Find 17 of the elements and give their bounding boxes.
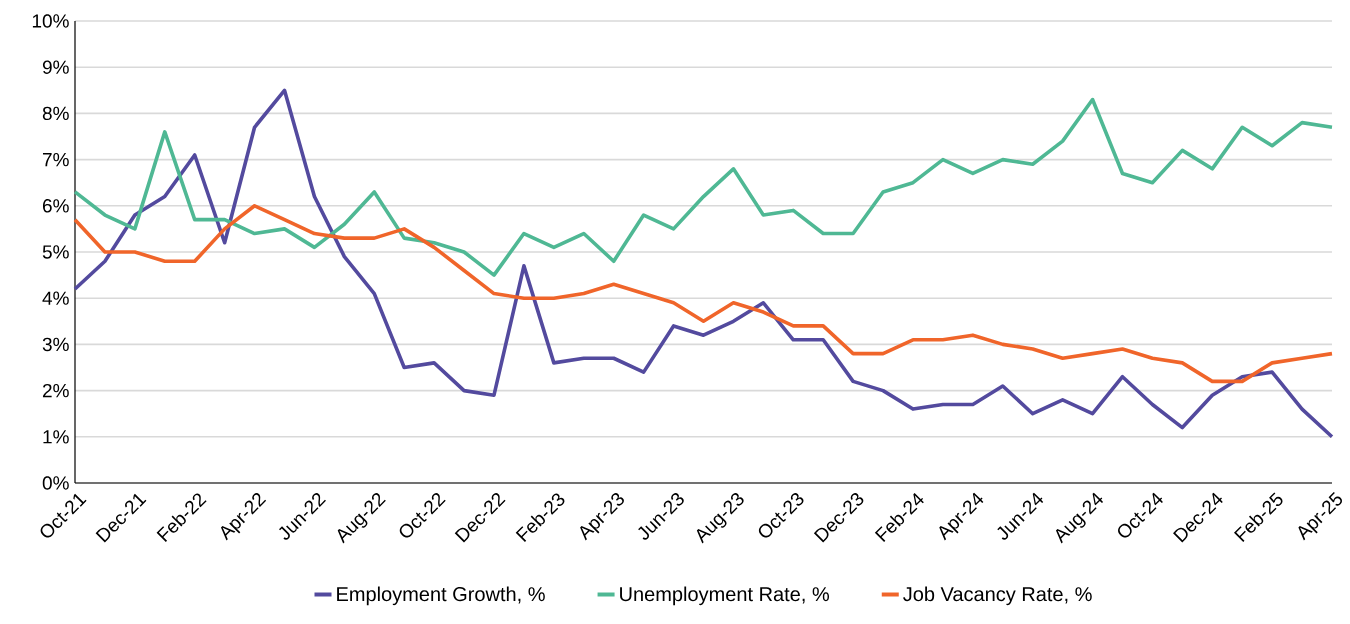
legend-label: Employment Growth, % [337,586,545,606]
legend-label: Unemployment Rate, % [620,586,830,606]
y-tick-label: 10% [32,14,69,28]
y-tick-label: 4% [42,291,69,305]
legend-label: Job Vacancy Rate, % [903,586,1092,606]
y-tick-label: 7% [42,152,69,167]
y-tick-label: 2% [42,383,69,398]
line-series [73,88,1334,439]
line-series [73,204,1334,384]
y-tick-label: 6% [42,199,69,213]
line-series [73,97,1334,277]
y-tick-label: 0% [42,476,69,490]
y-tick-label: 8% [42,106,69,121]
y-tick-label: 5% [42,245,69,259]
y-tick-label: 3% [42,337,69,352]
y-tick-label: 1% [43,430,69,444]
y-tick-label: 9% [42,60,69,74]
